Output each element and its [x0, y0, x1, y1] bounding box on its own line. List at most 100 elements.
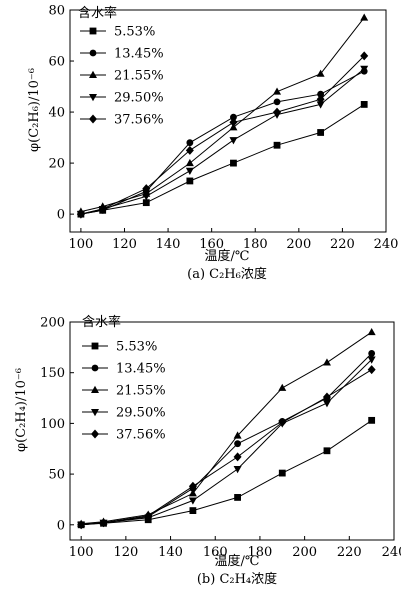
- legend-label-a-4: 37.56%: [114, 113, 164, 128]
- legend-label-a-0: 5.53%: [114, 25, 155, 40]
- chart-panel-a: φ(C₂H₆)/10⁻⁶ 温度/℃ 含水率 (a) C₂H₆浓度 100 120 1…: [27, 4, 398, 283]
- x-axis-label-b: 温度/℃: [215, 553, 260, 569]
- x-tick-label-b-5: 200: [292, 545, 317, 560]
- x-tick-label-b-3: 160: [203, 545, 228, 560]
- legend-marker-b-2: [91, 385, 99, 393]
- data-point-b-0-5: [278, 469, 286, 477]
- data-point-b-3-7: [367, 356, 376, 364]
- data-point-a-4-6: [316, 94, 325, 104]
- data-point-a-1-4: [230, 113, 237, 121]
- legend-marker-a-4: [89, 114, 97, 124]
- x-tick-label-a-5: 200: [286, 237, 311, 252]
- data-point-a-4-5: [273, 107, 282, 117]
- data-point-a-4-3: [185, 145, 194, 155]
- x-tick-label-a-3: 160: [199, 237, 224, 252]
- series-line-b-2: [81, 331, 372, 525]
- data-point-b-0-6: [323, 447, 331, 455]
- legend-marker-b-4: [91, 429, 99, 439]
- y-tick-label-a-2: 40: [48, 106, 65, 121]
- y-tick-label-a-0: 0: [57, 208, 65, 223]
- y-tick-label-b-3: 150: [40, 366, 65, 381]
- legend-marker-b-0: [91, 342, 99, 350]
- x-tick-label-a-6: 220: [330, 237, 355, 252]
- data-point-a-2-5: [273, 87, 282, 95]
- legend-label-b-0: 5.53%: [116, 340, 157, 355]
- x-tick-label-a-1: 120: [112, 237, 137, 252]
- data-point-a-0-3: [186, 177, 194, 185]
- data-point-b-4-7: [367, 365, 376, 375]
- data-point-a-4-7: [360, 51, 369, 61]
- data-point-a-0-2: [142, 199, 150, 207]
- data-point-b-4-2: [144, 511, 153, 521]
- plot-frame-b: [69, 321, 395, 541]
- y-axis-label-a: φ(C₂H₆)/10⁻⁶: [27, 68, 42, 152]
- data-point-b-0-4: [234, 494, 241, 501]
- series-line-b-0: [81, 419, 372, 526]
- x-tick-label-b-4: 180: [248, 545, 273, 560]
- legend-marker-a-3: [89, 94, 97, 102]
- legend-label-b-2: 21.55%: [116, 384, 166, 399]
- legend-marker-a-1: [89, 49, 97, 57]
- y-tick-label-a-4: 80: [48, 4, 65, 19]
- data-point-b-4-1: [99, 518, 108, 528]
- plot-frame-a: [69, 9, 387, 233]
- series-line-a-2: [80, 17, 365, 213]
- legend-label-a-3: 29.50%: [114, 91, 164, 106]
- y-axis-label-b: φ(C₂H₄)/10⁻⁶: [14, 368, 29, 452]
- legend-marker-b-3: [91, 409, 99, 417]
- x-tick-label-a-4: 180: [243, 237, 268, 252]
- data-point-a-1-6: [317, 90, 325, 98]
- data-point-a-4-2: [142, 184, 151, 194]
- y-tick-label-b-1: 50: [48, 468, 65, 483]
- series-line-a-4: [80, 55, 365, 215]
- legend-label-b-4: 37.56%: [116, 428, 166, 443]
- data-point-a-0-4: [230, 159, 237, 167]
- legend-label-b-1: 13.45%: [116, 362, 166, 377]
- data-point-a-4-0: [76, 209, 85, 219]
- legend-title-a: 含水率: [78, 5, 117, 21]
- legend-marker-a-2: [89, 70, 97, 78]
- data-point-b-4-5: [278, 417, 287, 427]
- legend-label-a-2: 21.55%: [114, 69, 164, 84]
- series-line-a-0: [80, 103, 365, 215]
- y-tick-label-a-3: 60: [48, 55, 65, 70]
- caption-a: (a) C₂H₆浓度: [187, 266, 267, 282]
- data-point-b-2-3: [188, 489, 197, 497]
- x-axis-label-a: 温度/℃: [205, 248, 250, 264]
- x-tick-label-a-7: 240: [374, 237, 399, 252]
- data-point-a-0-6: [317, 129, 325, 136]
- data-point-b-1-7: [368, 350, 376, 357]
- data-point-a-2-3: [185, 158, 194, 167]
- data-point-b-3-4: [233, 466, 242, 474]
- data-point-b-2-4: [233, 431, 242, 439]
- data-point-a-4-1: [98, 204, 107, 214]
- data-point-a-1-3: [186, 139, 194, 147]
- y-tick-label-b-2: 100: [40, 417, 65, 432]
- data-point-a-2-6: [316, 69, 325, 77]
- caption-b: (b) C₂H₄浓度: [197, 571, 277, 587]
- data-point-b-0-7: [368, 416, 376, 424]
- legend-marker-a-0: [89, 27, 97, 35]
- data-point-b-2-7: [367, 327, 376, 336]
- x-tick-label-b-2: 140: [158, 545, 183, 560]
- legend-label-b-3: 29.50%: [116, 406, 166, 421]
- chart-panel-b: φ(C₂H₄)/10⁻⁶ 温度/℃ 含水率 (b) C₂H₄浓度 100 120 1…: [14, 314, 401, 587]
- data-point-a-3-4: [229, 137, 238, 145]
- data-point-a-0-5: [273, 141, 281, 149]
- data-point-b-2-5: [278, 383, 287, 391]
- data-point-a-3-6: [316, 101, 325, 109]
- data-point-a-1-5: [273, 98, 281, 106]
- series-line-b-4: [81, 369, 372, 526]
- x-tick-label-a-2: 140: [156, 237, 181, 252]
- data-point-a-0-7: [360, 101, 368, 108]
- data-point-b-4-6: [322, 392, 331, 402]
- data-point-b-4-0: [77, 520, 86, 530]
- data-point-a-3-7: [360, 65, 369, 73]
- y-tick-label-a-1: 20: [48, 157, 65, 172]
- data-point-a-2-4: [229, 123, 238, 131]
- x-tick-label-b-0: 100: [69, 545, 94, 560]
- y-tick-label-b-0: 0: [57, 518, 65, 533]
- data-point-b-3-3: [188, 497, 197, 505]
- x-tick-label-b-7: 240: [382, 545, 401, 560]
